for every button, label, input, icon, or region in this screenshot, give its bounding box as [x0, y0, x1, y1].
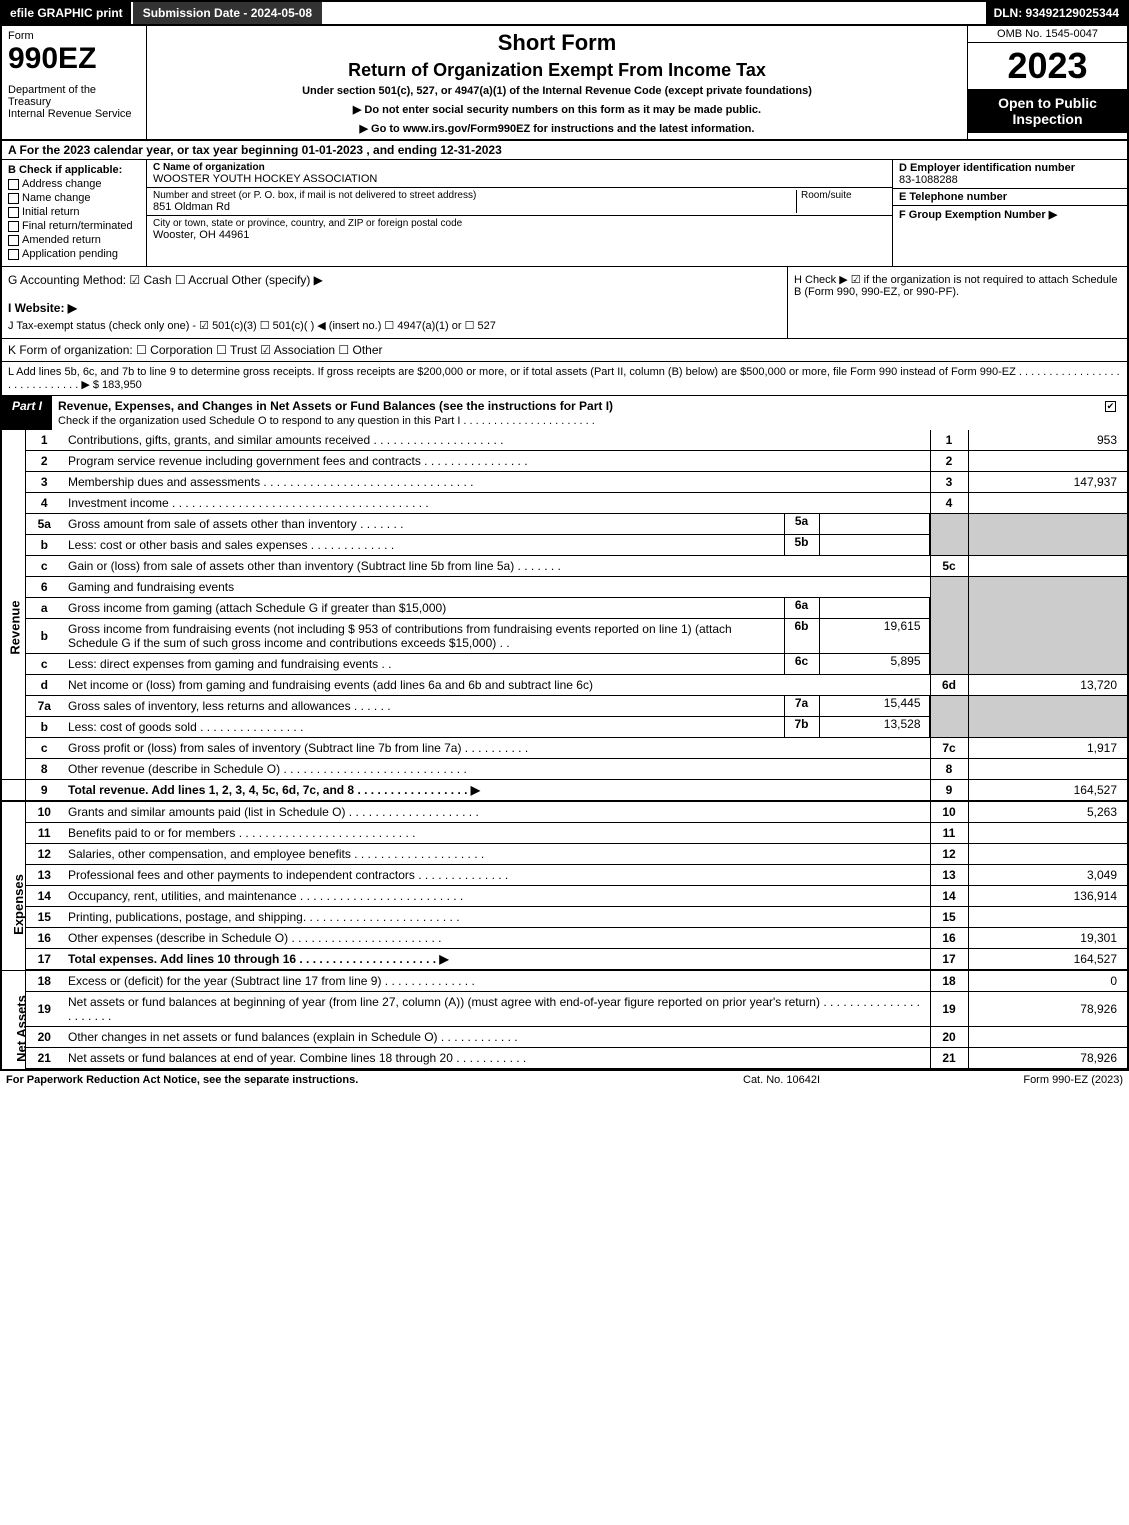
grp-label: F Group Exemption Number ▶ — [899, 208, 1121, 221]
ein: 83-1088288 — [899, 174, 1121, 186]
info-grid: B Check if applicable: Address change Na… — [0, 160, 1129, 267]
part1-title: Revenue, Expenses, and Changes in Net As… — [58, 399, 613, 413]
line1-val: 953 — [968, 430, 1128, 451]
chk-name[interactable]: Name change — [8, 192, 140, 204]
dln: DLN: 93492129025344 — [986, 2, 1127, 24]
goto-link[interactable]: ▶ Go to www.irs.gov/Form990EZ for instru… — [155, 122, 959, 135]
section-l: L Add lines 5b, 6c, and 7b to line 9 to … — [0, 362, 1129, 396]
website: I Website: ▶ — [8, 301, 781, 315]
part1-header: Part I Revenue, Expenses, and Changes in… — [0, 396, 1129, 430]
form-title: Short Form — [155, 30, 959, 56]
section-h: H Check ▶ ☑ if the organization is not r… — [787, 267, 1127, 338]
city-label: City or town, state or province, country… — [153, 218, 886, 229]
part1-label: Part I — [2, 396, 52, 430]
form-number: 990EZ — [8, 42, 140, 76]
revenue-tab: Revenue — [8, 600, 23, 654]
netassets-tab: Net Assets — [14, 995, 29, 1062]
part1-sub: Check if the organization used Schedule … — [58, 415, 595, 427]
street: 851 Oldman Rd — [153, 201, 796, 213]
expenses-tab: Expenses — [11, 874, 26, 935]
chk-initial[interactable]: Initial return — [8, 206, 140, 218]
under-section: Under section 501(c), 527, or 4947(a)(1)… — [155, 85, 959, 97]
chk-pending[interactable]: Application pending — [8, 248, 140, 260]
paperwork-notice: For Paperwork Reduction Act Notice, see … — [6, 1074, 743, 1086]
row-gh: G Accounting Method: ☑ Cash ☐ Accrual Ot… — [0, 267, 1129, 339]
street-label: Number and street (or P. O. box, if mail… — [153, 190, 796, 201]
form-header: Form 990EZ Department of the Treasury In… — [0, 26, 1129, 141]
city: Wooster, OH 44961 — [153, 229, 886, 241]
section-k: K Form of organization: ☐ Corporation ☐ … — [0, 339, 1129, 362]
section-c: C Name of organization WOOSTER YOUTH HOC… — [147, 160, 892, 266]
part1-table: Revenue 1Contributions, gifts, grants, a… — [0, 430, 1129, 1070]
form-subtitle: Return of Organization Exempt From Incom… — [155, 60, 959, 81]
dept-label: Department of the Treasury Internal Reve… — [8, 84, 140, 120]
submission-date: Submission Date - 2024-05-08 — [131, 2, 322, 24]
section-d: D Employer identification number 83-1088… — [892, 160, 1127, 266]
room-label: Room/suite — [801, 190, 886, 201]
c-name-label: C Name of organization — [153, 162, 886, 173]
no-ssn: ▶ Do not enter social security numbers o… — [155, 103, 959, 116]
omb-number: OMB No. 1545-0047 — [968, 26, 1127, 43]
form-label: Form — [8, 30, 140, 42]
org-name: WOOSTER YOUTH HOCKEY ASSOCIATION — [153, 173, 886, 185]
section-b: B Check if applicable: Address change Na… — [2, 160, 147, 266]
tax-exempt: J Tax-exempt status (check only one) - ☑… — [8, 319, 781, 332]
section-a: A For the 2023 calendar year, or tax yea… — [0, 141, 1129, 160]
footer: For Paperwork Reduction Act Notice, see … — [0, 1070, 1129, 1089]
open-inspection: Open to Public Inspection — [968, 89, 1127, 133]
part1-checkbox[interactable] — [1097, 396, 1127, 430]
chk-amended[interactable]: Amended return — [8, 234, 140, 246]
form-ref: Form 990-EZ (2023) — [943, 1074, 1123, 1086]
accounting-method: G Accounting Method: ☑ Cash ☐ Accrual Ot… — [8, 273, 781, 287]
ein-label: D Employer identification number — [899, 162, 1121, 174]
efile-label[interactable]: efile GRAPHIC print — [2, 2, 131, 24]
chk-final[interactable]: Final return/terminated — [8, 220, 140, 232]
cat-no: Cat. No. 10642I — [743, 1074, 943, 1086]
b-label: B Check if applicable: — [8, 164, 140, 176]
tax-year: 2023 — [968, 43, 1127, 89]
top-bar: efile GRAPHIC print Submission Date - 20… — [0, 0, 1129, 26]
chk-address[interactable]: Address change — [8, 178, 140, 190]
tel-label: E Telephone number — [899, 191, 1121, 203]
